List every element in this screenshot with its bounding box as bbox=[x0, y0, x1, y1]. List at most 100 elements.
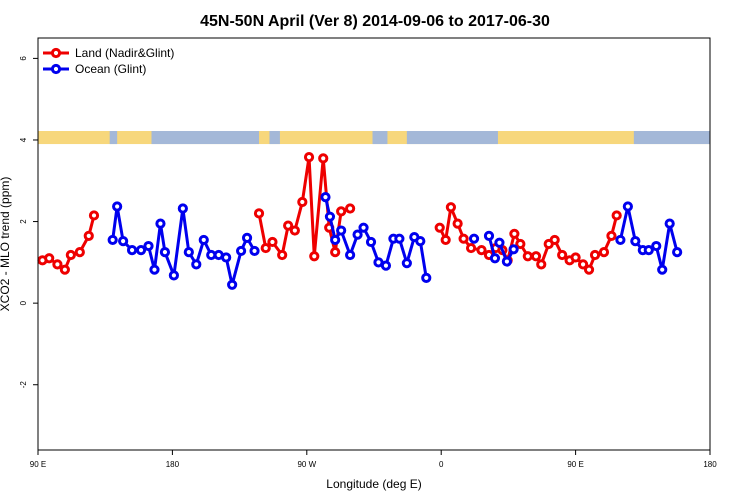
data-point bbox=[336, 206, 347, 217]
data-point bbox=[611, 210, 622, 221]
data-point bbox=[309, 251, 320, 262]
series-1 bbox=[107, 191, 683, 290]
data-point bbox=[494, 237, 505, 248]
data-point bbox=[112, 201, 123, 212]
data-point bbox=[336, 225, 347, 236]
data-point bbox=[177, 203, 188, 214]
data-point bbox=[549, 234, 560, 246]
x-tick-label: 0 bbox=[439, 460, 444, 469]
data-point bbox=[415, 236, 426, 247]
data-point bbox=[118, 236, 129, 247]
data-point bbox=[401, 258, 412, 269]
data-point bbox=[289, 225, 300, 236]
data-point bbox=[126, 245, 138, 256]
data-point bbox=[74, 247, 85, 258]
data-point bbox=[260, 242, 271, 254]
data-point bbox=[630, 236, 641, 247]
chart-title: 45N-50N April (Ver 8) 2014-09-06 to 2017… bbox=[200, 13, 550, 30]
data-point bbox=[183, 247, 194, 258]
data-point bbox=[365, 236, 377, 248]
data-point bbox=[672, 247, 683, 258]
data-point bbox=[489, 253, 501, 264]
data-point bbox=[267, 236, 278, 248]
data-point bbox=[159, 247, 171, 258]
legend-ocean-label: Ocean (Glint) bbox=[75, 62, 146, 76]
data-point bbox=[657, 264, 668, 275]
ocean-band-4 bbox=[406, 131, 498, 145]
data-point bbox=[557, 249, 568, 261]
data-point bbox=[664, 218, 675, 229]
data-point bbox=[468, 233, 480, 244]
data-point bbox=[458, 233, 469, 244]
data-point bbox=[221, 252, 232, 263]
series-layer bbox=[37, 152, 683, 290]
data-point bbox=[421, 272, 432, 283]
y-tick-label: 6 bbox=[19, 56, 28, 61]
data-point bbox=[330, 234, 341, 246]
data-point bbox=[83, 230, 94, 241]
x-tick-label: 90 E bbox=[567, 460, 583, 469]
data-point bbox=[522, 251, 533, 262]
data-point bbox=[324, 211, 336, 222]
data-point bbox=[452, 218, 463, 229]
data-point bbox=[297, 196, 308, 208]
series-0 bbox=[37, 152, 622, 275]
x-tick-label: 180 bbox=[166, 460, 180, 469]
data-point bbox=[65, 249, 76, 261]
data-point bbox=[283, 220, 294, 231]
data-point bbox=[358, 222, 369, 233]
series-line bbox=[324, 196, 428, 279]
data-point bbox=[577, 259, 589, 270]
data-point bbox=[155, 218, 166, 229]
y-tick-label: 0 bbox=[19, 300, 28, 305]
legend-ocean-marker bbox=[50, 63, 62, 75]
y-tick-label: 4 bbox=[19, 137, 28, 142]
data-point bbox=[598, 247, 610, 258]
data-point bbox=[52, 259, 63, 270]
data-point bbox=[615, 234, 626, 246]
data-point bbox=[135, 245, 147, 256]
ocean-band-5 bbox=[633, 131, 710, 145]
data-point bbox=[501, 256, 513, 267]
x-axis-label: Longitude (deg E) bbox=[326, 477, 421, 491]
data-point bbox=[149, 264, 160, 275]
data-point bbox=[476, 245, 487, 256]
data-point bbox=[643, 245, 654, 256]
y-tick-label: -2 bbox=[19, 381, 28, 389]
data-point bbox=[191, 259, 202, 270]
data-point bbox=[241, 232, 253, 243]
ocean-band-0 bbox=[109, 131, 118, 145]
x-tick-label: 180 bbox=[703, 460, 717, 469]
data-point bbox=[651, 240, 662, 252]
data-point bbox=[606, 230, 617, 241]
legend-item-ocean: Ocean (Glint) bbox=[43, 62, 146, 76]
y-tick-label: 2 bbox=[19, 219, 28, 224]
data-point bbox=[465, 242, 477, 254]
data-point bbox=[249, 245, 260, 257]
legend-land-label: Land (Nadir&Glint) bbox=[75, 46, 174, 60]
land-ocean-mask bbox=[38, 131, 710, 145]
data-point bbox=[143, 240, 154, 252]
legend-item-land: Land (Nadir&Glint) bbox=[43, 46, 174, 60]
data-point bbox=[44, 253, 55, 264]
data-point bbox=[59, 264, 70, 275]
data-point bbox=[440, 234, 451, 246]
data-point bbox=[515, 238, 526, 250]
data-point bbox=[570, 252, 581, 263]
data-point bbox=[583, 264, 595, 275]
data-point bbox=[330, 247, 341, 258]
data-point bbox=[352, 229, 363, 240]
data-point bbox=[380, 260, 392, 271]
ocean-band-2 bbox=[269, 131, 280, 145]
data-point bbox=[483, 230, 495, 241]
data-point bbox=[277, 249, 288, 261]
data-point bbox=[320, 191, 331, 203]
x-tick-label: 90 W bbox=[297, 460, 316, 469]
data-point bbox=[530, 251, 542, 262]
data-point bbox=[345, 249, 356, 261]
data-point bbox=[589, 249, 601, 261]
data-point bbox=[622, 201, 633, 212]
data-point bbox=[394, 233, 405, 244]
data-point bbox=[227, 279, 238, 290]
